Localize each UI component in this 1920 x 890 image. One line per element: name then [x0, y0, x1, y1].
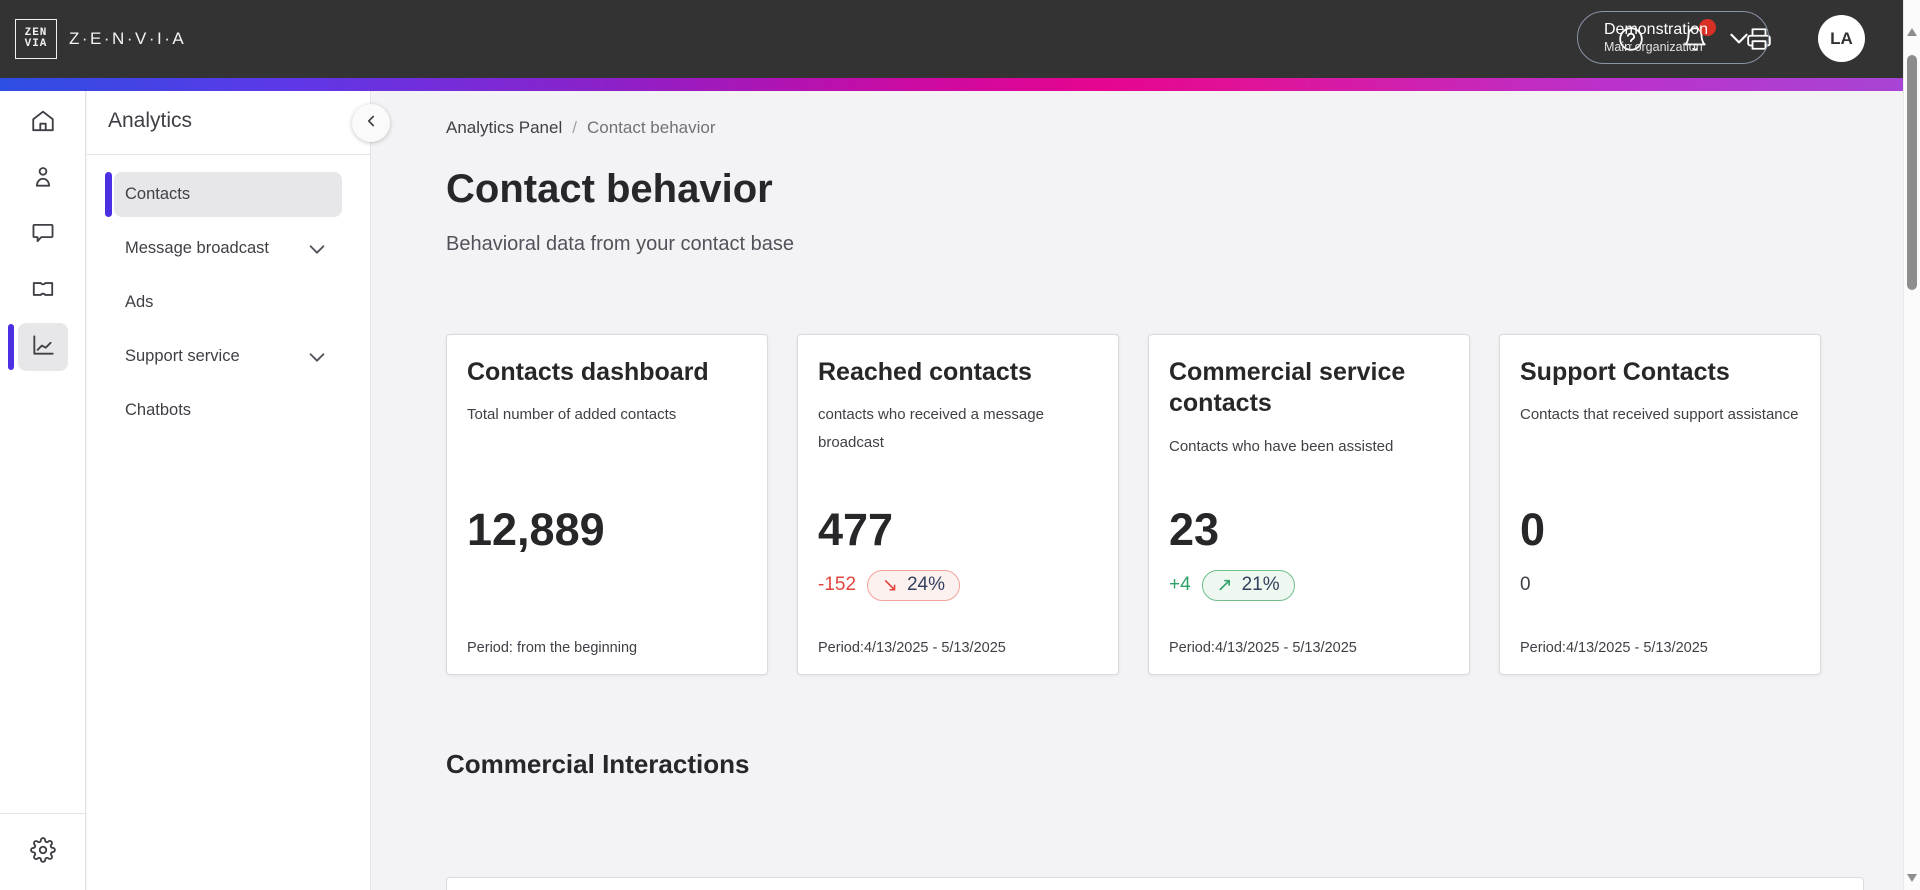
logo-line-1: ZEN: [24, 27, 48, 39]
chevron-down-icon: [306, 238, 328, 260]
delta-value: +4: [1169, 574, 1191, 595]
card-period: Period:4/13/2025 - 5/13/2025: [1520, 640, 1708, 656]
rail-item-analytics[interactable]: [7, 323, 68, 371]
page-subtitle: Behavioral data from your contact base: [446, 233, 794, 255]
ticket-icon: [30, 276, 56, 307]
scrollbar-thumb[interactable]: [1907, 55, 1917, 290]
card-title: Contacts dashboard: [467, 358, 709, 386]
section-heading-commercial-interactions: Commercial Interactions: [446, 749, 750, 779]
analytics-sidebar: Analytics Contacts Message broadcast Ads…: [87, 91, 371, 890]
rail-item-home[interactable]: [18, 99, 68, 147]
sidebar-item-contacts[interactable]: Contacts: [105, 172, 342, 217]
delta-value: 0: [1520, 574, 1531, 595]
zenvia-logo[interactable]: ZEN VIA Z·E·N·V·I·A: [15, 19, 186, 59]
card-value: 23: [1169, 504, 1220, 555]
sidebar-item-chatbots[interactable]: Chatbots: [114, 388, 342, 433]
page-title: Contact behavior: [446, 167, 773, 211]
icon-rail: [0, 91, 86, 890]
percent-value: 21%: [1241, 574, 1280, 595]
sidebar-item-support-service[interactable]: Support service: [114, 334, 342, 379]
sidebar-collapse-button[interactable]: [352, 104, 390, 142]
sidebar-item-message-broadcast[interactable]: Message broadcast: [114, 226, 342, 271]
card-commercial-service-contacts: Commercial service contacts Contacts who…: [1148, 334, 1470, 675]
percent-badge: ↘ 24%: [867, 569, 960, 601]
help-icon[interactable]: [1617, 25, 1645, 53]
card-period: Period: from the beginning: [467, 640, 638, 656]
rail-item-contacts[interactable]: [18, 155, 68, 203]
zenvia-logo-icon: ZEN VIA: [15, 19, 57, 59]
arrow-down-right-icon: ↘: [882, 574, 898, 596]
card-title: Reached contacts: [818, 358, 1032, 386]
logo-line-2: VIA: [24, 38, 48, 50]
scroll-down-arrow[interactable]: [1907, 874, 1917, 882]
rail-divider: [0, 813, 85, 814]
card-value: 0: [1520, 504, 1546, 555]
card-description: Total number of added contacts: [467, 406, 677, 424]
organization-switcher[interactable]: Demonstration Main organization: [1577, 11, 1769, 64]
stat-cards-row: Contacts dashboard Total number of added…: [446, 334, 1821, 675]
card-delta-row: -152 ↘ 24%: [818, 565, 960, 605]
breadcrumb-current: Contact behavior: [586, 118, 716, 137]
home-icon: [30, 108, 56, 139]
card-delta-row: 0: [1520, 565, 1531, 605]
sidebar-title: Analytics: [108, 109, 193, 132]
chevron-left-icon: [362, 112, 380, 135]
rail-item-conversations[interactable]: [18, 211, 68, 259]
chat-bubble-icon: [30, 220, 56, 251]
top-header: ZEN VIA Z·E·N·V·I·A: [0, 0, 1903, 78]
percent-value: 24%: [906, 574, 945, 595]
card-value: 12,889: [467, 504, 605, 555]
card-period: Period:4/13/2025 - 5/13/2025: [818, 640, 1006, 656]
commercial-interactions-panel-partial: [446, 877, 1864, 890]
card-period: Period:4/13/2025 - 5/13/2025: [1169, 640, 1357, 656]
card-contacts-dashboard: Contacts dashboard Total number of added…: [446, 334, 768, 675]
sidebar-item-label: Support service: [125, 347, 240, 365]
sidebar-divider: [87, 154, 370, 155]
card-description: Contacts that received support assistanc…: [1520, 406, 1799, 424]
main-content: Analytics Panel / Contact behavior Conta…: [372, 91, 1903, 890]
card-delta-row: +4 ↗ 21%: [1169, 565, 1295, 605]
delta-value: -152: [818, 574, 857, 595]
breadcrumb: Analytics Panel / Contact behavior: [446, 118, 716, 138]
arrow-up-right-icon: ↗: [1216, 574, 1233, 596]
sidebar-item-ads[interactable]: Ads: [114, 280, 342, 325]
sidebar-item-label: Contacts: [125, 185, 191, 203]
rail-item-settings[interactable]: [18, 828, 68, 876]
card-reached-contacts: Reached contacts contacts who received a…: [797, 334, 1119, 675]
card-description: Contacts who have been assisted: [1169, 437, 1394, 455]
notification-badge: [1699, 19, 1716, 36]
card-value: 477: [818, 504, 894, 555]
sidebar-item-label: Chatbots: [125, 401, 192, 419]
breadcrumb-separator: /: [572, 118, 577, 137]
chevron-down-icon: [306, 346, 328, 368]
card-title: Support Contacts: [1520, 358, 1730, 386]
brand-wordmark: Z·E·N·V·I·A: [69, 29, 187, 48]
card-description: contacts who received a message broadcas…: [818, 406, 1044, 451]
user-avatar[interactable]: LA: [1818, 15, 1865, 62]
org-subtitle: Main organization: [1604, 39, 1703, 54]
brand-gradient-bar: [0, 78, 1903, 91]
chevron-down-icon: [1726, 25, 1752, 51]
person-icon: [30, 164, 56, 195]
org-name: Demonstration: [1604, 20, 1709, 38]
rail-item-tickets[interactable]: [18, 267, 68, 315]
vertical-scrollbar[interactable]: [1903, 0, 1920, 890]
scroll-up-arrow[interactable]: [1907, 28, 1917, 36]
sidebar-item-label: Ads: [125, 293, 154, 311]
line-chart-icon: [30, 332, 56, 363]
percent-badge: ↗ 21%: [1201, 569, 1295, 601]
sidebar-item-label: Message broadcast: [125, 239, 269, 257]
card-support-contacts: Support Contacts Contacts that received …: [1499, 334, 1821, 675]
card-title: Commercial service contacts: [1169, 358, 1406, 418]
notifications-bell-icon[interactable]: [1681, 19, 1716, 53]
gear-icon: [30, 836, 56, 868]
breadcrumb-analytics-panel[interactable]: Analytics Panel: [446, 118, 563, 137]
